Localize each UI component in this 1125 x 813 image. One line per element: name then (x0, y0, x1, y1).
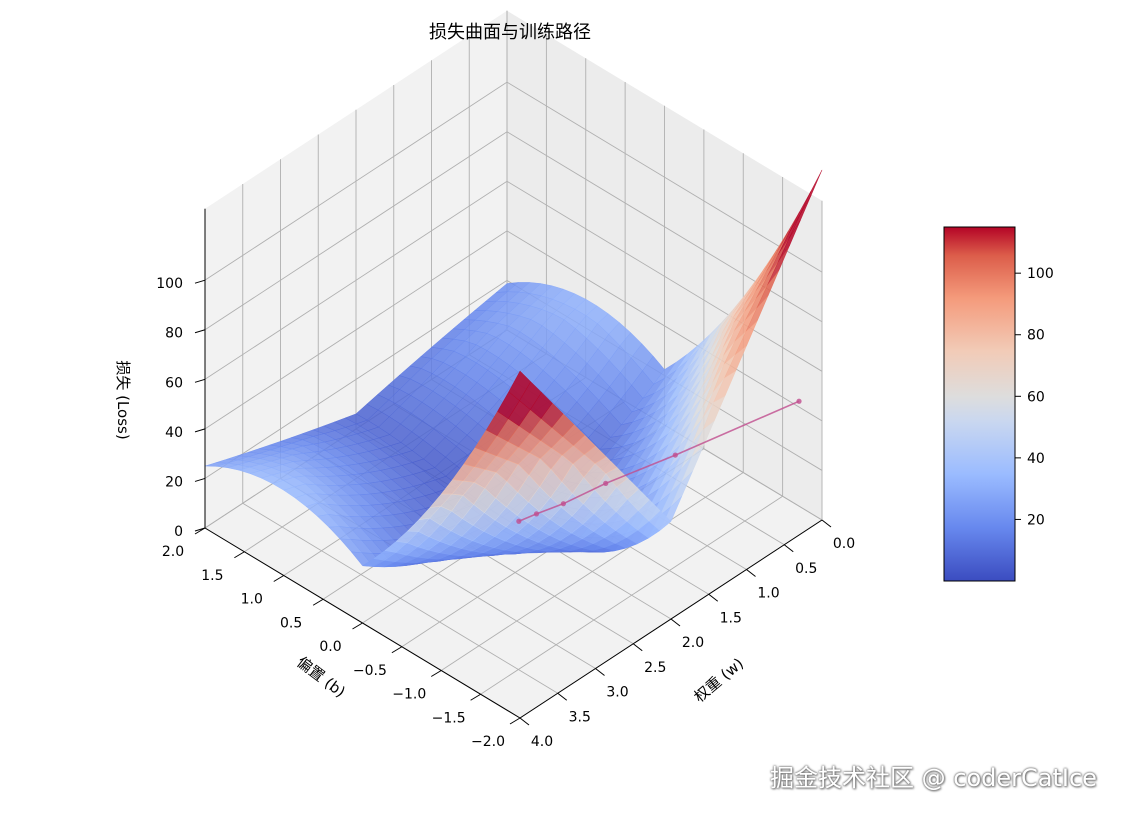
z-tick-label: 80 (165, 326, 183, 342)
z-axis-label-text: 损失 (Loss) (114, 360, 132, 439)
x-tick-mark (821, 519, 832, 528)
z-tick-label: 0 (174, 524, 183, 540)
y-tick-mark (509, 717, 521, 725)
z-tick-mark (194, 378, 206, 383)
y-tick-mark (273, 575, 285, 582)
x-tick-mark (557, 692, 568, 701)
x-tick-label: 0.5 (795, 561, 817, 577)
surface-patch (508, 370, 532, 401)
y-tick-label: 0.0 (319, 639, 341, 655)
x-tick-mark (595, 668, 605, 676)
training-path-line (518, 400, 800, 522)
z-tick-mark (194, 428, 206, 433)
x-tick-mark (632, 643, 643, 652)
y-axis-label-text: 偏置 (b) (293, 653, 349, 701)
x-tick-label: 0.0 (833, 536, 855, 552)
x-axis-label: 权重 (w) (690, 654, 747, 706)
colorbar-tick-label: 20 (1027, 512, 1045, 528)
chart-title: 损失曲面与训练路径 (429, 22, 591, 43)
z-tick-label: 100 (156, 276, 183, 292)
colorbar-tick-label: 60 (1027, 389, 1045, 405)
colorbar-tick-label: 80 (1027, 328, 1045, 344)
y-tick-mark (430, 670, 442, 677)
z-tick-mark (194, 329, 206, 334)
x-tick-label: 2.5 (644, 660, 666, 676)
colorbar: 20 40 60 80 100 (943, 226, 1054, 582)
y-tick-label: −1.0 (392, 687, 426, 703)
grid-line-z (204, 131, 823, 331)
grid-line-z (204, 180, 823, 380)
y-tick-label: 1.5 (201, 568, 223, 584)
colorbar-tick-label: 40 (1027, 451, 1045, 467)
grid-line-z (204, 81, 823, 281)
y-tick-mark (391, 646, 403, 654)
x-tick-mark (670, 618, 681, 627)
y-tick-label: −0.5 (353, 663, 387, 679)
x-tick-mark (746, 569, 756, 577)
training-path-point (672, 452, 678, 458)
z-axis-label: 损失 (Loss) (114, 360, 132, 439)
axes-lines: 0.0 0.5 1.0 1.5 2.0 2.5 3.0 3.5 4.0 2.0 1.5 1.0 0.5 0… (156, 208, 855, 750)
y-tick-label: −2.0 (471, 734, 505, 750)
x-tick-label: 1.0 (757, 586, 779, 602)
x-tick-label: 1.5 (720, 610, 742, 626)
x-tick-label: 3.0 (606, 685, 628, 701)
training-path-point (560, 501, 566, 507)
loss-surface (204, 169, 823, 568)
x-tick-mark (519, 717, 530, 726)
y-axis-label: 偏置 (b) (293, 653, 349, 701)
z-tick-mark (194, 477, 206, 482)
y-tick-label: 0.5 (280, 615, 302, 631)
training-path-point (516, 518, 522, 524)
training-path (516, 398, 802, 524)
colorbar-tick-label: 100 (1027, 266, 1054, 282)
z-tick-mark (194, 527, 206, 532)
x-axis-label-text: 权重 (w) (690, 654, 747, 706)
x-tick-mark (708, 593, 719, 602)
y-tick-label: 2.0 (162, 544, 184, 560)
x-tick-mark (783, 544, 794, 553)
x-tick-label: 2.0 (682, 635, 704, 651)
training-path-point (533, 511, 540, 517)
y-tick-label: −1.5 (432, 710, 466, 726)
z-tick-label: 60 (165, 375, 183, 391)
watermark: 掘金技术社区 @ coderCatIce (770, 764, 1097, 792)
y-tick-mark (352, 622, 363, 630)
x-tick-label: 3.5 (569, 709, 591, 725)
y-tick-mark (470, 693, 481, 701)
z-tick-label: 20 (165, 474, 183, 490)
z-tick-mark (194, 279, 206, 284)
z-tick-label: 40 (165, 425, 183, 441)
y-tick-mark (234, 551, 245, 559)
x-tick-label: 4.0 (531, 734, 553, 750)
training-path-point (796, 398, 802, 404)
y-tick-label: 1.0 (241, 592, 263, 608)
training-path-point (603, 480, 609, 486)
y-tick-mark (312, 598, 324, 606)
colorbar-gradient (943, 226, 1016, 582)
